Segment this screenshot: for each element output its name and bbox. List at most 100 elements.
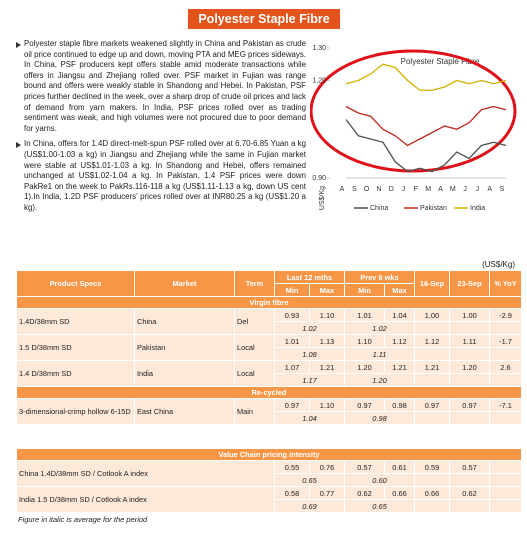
value-cell: 0.66 [414, 486, 450, 500]
value-chain-table: Value Chain pricing intensity China 1.4D/… [16, 448, 522, 513]
legend-label: China [370, 205, 388, 212]
market-cell: Pakistan [134, 334, 235, 361]
value-cell: 1.11 [449, 334, 490, 348]
data-row: 1.4 D/38mm SD India Local 1.07 1.21 1.20 1.21 1… [16, 360, 522, 387]
bullets: Polyester staple fibre markets weakened … [16, 39, 306, 219]
header-cell: Product Specs [16, 270, 135, 297]
value-cell: 0.97 [344, 398, 385, 412]
value-cell: 0.66 [384, 486, 415, 500]
empty-cell [414, 373, 450, 387]
yoy-cell: -1.7 [489, 334, 522, 348]
empty-cell [449, 411, 490, 425]
title: Polyester Staple Fibre [188, 9, 340, 29]
average-cell: 0.65 [274, 473, 345, 487]
empty-cell [489, 499, 522, 513]
x-tick-label: A [487, 186, 492, 193]
spec-cell: 3-dimensional-crimp hollow 6-15D [16, 398, 135, 425]
header-cell: Max [384, 283, 415, 297]
y-tick-label: 1.30 [312, 45, 326, 52]
y-axis-label: US$/Kg [319, 186, 326, 210]
value-cell: 0.97 [274, 398, 310, 412]
value-cell: 0.59 [414, 460, 450, 474]
x-tick-label: O [364, 186, 370, 193]
header-cell: Min [344, 283, 385, 297]
empty-cell [489, 460, 522, 474]
value-cell: 1.13 [309, 334, 345, 348]
average-cell: 1.20 [344, 373, 415, 387]
spec-cell: China 1.4D/38mm SD / Cotlook A index [16, 460, 275, 487]
value-cell: 1.12 [384, 334, 415, 348]
value-cell: 1.20 [449, 360, 490, 374]
term-cell: Main [234, 398, 275, 425]
section-title: Value Chain pricing intensity [16, 448, 522, 461]
legend-label: India [470, 205, 485, 212]
data-row: 1.5 D/38mm SD Pakistan Local 1.01 1.13 1.10 1.… [16, 334, 522, 361]
value-cell: 0.55 [274, 460, 310, 474]
series-line [345, 63, 507, 91]
yoy-cell: -7.1 [489, 398, 522, 412]
x-tick-label: J [476, 186, 480, 193]
price-table: Product Specs Market Term Last 12 mths Prev … [16, 270, 522, 425]
empty-cell [489, 486, 522, 500]
empty-cell [414, 473, 450, 487]
empty-cell [489, 411, 522, 425]
value-cell: 1.21 [384, 360, 415, 374]
footnote: Figure in italic is average for the peri… [18, 515, 148, 524]
spec-cell: 1.4 D/38mm SD [16, 360, 135, 387]
value-cell: 1.10 [344, 334, 385, 348]
header-row: Product Specs Market Term Last 12 mths Prev … [16, 270, 522, 297]
header-cell: Min [274, 283, 310, 297]
header-cell: Term [234, 270, 275, 297]
section-title: Re-cycled [16, 386, 522, 399]
data-row: China 1.4D/38mm SD / Cotlook A index 0.55… [16, 460, 522, 487]
x-tick-label: M [450, 186, 456, 193]
term-cell: Local [234, 334, 275, 361]
empty-cell [489, 347, 522, 361]
value-cell: 1.00 [449, 308, 490, 322]
series-line [345, 105, 507, 147]
average-row: 1.04 0.98 [17, 411, 522, 425]
value-cell: 1.10 [309, 308, 345, 322]
x-tick-label: M [425, 186, 431, 193]
value-cell: 0.62 [344, 486, 385, 500]
empty-cell [489, 473, 522, 487]
series-line [345, 119, 507, 173]
header-cell: Last 12 mths [274, 270, 345, 284]
yoy-cell: -2.9 [489, 308, 522, 322]
value-cell: 0.98 [384, 398, 415, 412]
term-cell: Local [234, 360, 275, 387]
yoy-cell: 2.6 [489, 360, 522, 374]
legend-label: Pakistan [420, 205, 447, 212]
header-cell: Market [134, 270, 235, 297]
average-cell: 1.04 [274, 411, 345, 425]
average-row: 0.69 0.65 [17, 499, 522, 513]
value-cell: 0.77 [309, 486, 345, 500]
header-cell: 23-Sep [449, 270, 490, 297]
x-tick-label: A [340, 186, 345, 193]
empty-cell [449, 347, 490, 361]
value-cell: 1.01 [344, 308, 385, 322]
empty-cell [449, 473, 490, 487]
average-row: 1.17 1.20 [17, 373, 522, 387]
market-cell: East China [134, 398, 235, 425]
market-cell: China [134, 308, 235, 335]
average-cell: 0.65 [344, 499, 415, 513]
section-title: Virgin fibre [16, 296, 522, 309]
average-cell: 1.08 [274, 347, 345, 361]
value-cell: 1.01 [274, 334, 310, 348]
empty-cell [489, 321, 522, 335]
section-row: Value Chain pricing intensity [16, 448, 522, 461]
value-cell: 0.93 [274, 308, 310, 322]
empty-cell [414, 499, 450, 513]
x-tick-label: J [402, 186, 406, 193]
spec-cell: 1.4D/38mm SD [16, 308, 135, 335]
market-cell: India [134, 360, 235, 387]
value-cell: 1.12 [414, 334, 450, 348]
value-cell: 1.21 [309, 360, 345, 374]
value-cell: 1.20 [344, 360, 385, 374]
chart-title: Polyester Staple Fibre [401, 57, 480, 66]
value-cell: 1.07 [274, 360, 310, 374]
value-cell: 0.57 [449, 460, 490, 474]
empty-cell [449, 321, 490, 335]
